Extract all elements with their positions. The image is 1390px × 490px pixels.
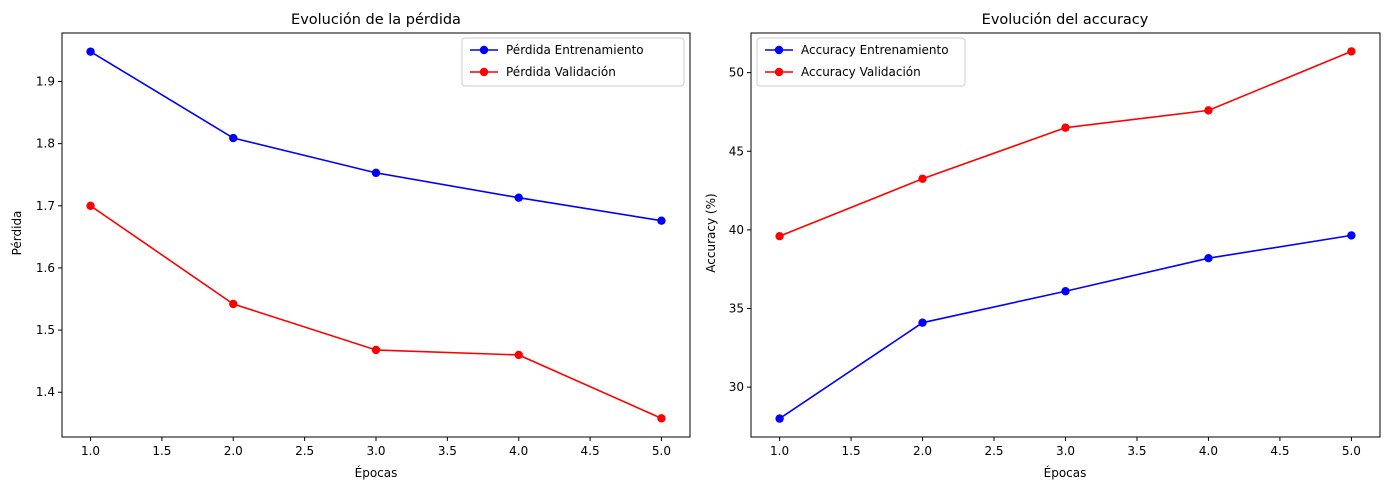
x-tick-label: 1.0: [81, 444, 100, 458]
y-tick-label: 1.4: [36, 385, 55, 399]
legend-box: [461, 37, 685, 87]
legend-marker: [774, 67, 784, 77]
data-point: [1204, 106, 1213, 115]
data-point: [1061, 123, 1070, 132]
chart-title: Evolución de la pérdida: [291, 12, 461, 28]
x-tick-label: 4.5: [581, 444, 600, 458]
data-point: [86, 201, 95, 210]
x-tick-label: 3.0: [366, 444, 385, 458]
y-tick-label: 50: [729, 66, 744, 80]
tick-layer: 1.0 1.5 2.0 2.5 3.0 3.5 4.0 4.5 5.0 1.4 1.5 1.6 1.7 1…: [36, 74, 671, 458]
x-tick-label: 1.5: [842, 444, 861, 458]
legend-marker: [479, 45, 489, 55]
x-tick-label: 5.0: [652, 444, 671, 458]
y-tick-label: 1.9: [36, 74, 55, 88]
y-tick-label: 1.7: [36, 199, 55, 213]
tick-layer: 1.0 1.5 2.0 2.5 3.0 3.5 4.0 4.5 5.0 30 35 40 45 50: [729, 66, 1361, 458]
chart-title: Evolución del accuracy: [982, 12, 1149, 28]
data-point: [918, 174, 927, 183]
data-point: [371, 168, 381, 178]
y-tick-label: 30: [729, 380, 744, 394]
data-point: [775, 231, 784, 241]
legend: Pérdida Entrenamiento Pérdida Validación: [461, 37, 685, 87]
data-point: [514, 350, 523, 360]
accuracy-chart: Evolución del accuracy Épocas Accuracy (…: [704, 12, 1381, 480]
y-axis-label: Accuracy (%): [704, 193, 718, 272]
y-tick-label: 40: [729, 223, 744, 237]
y-tick-label: 1.6: [36, 261, 55, 275]
data-point: [1061, 287, 1070, 296]
legend-marker: [774, 45, 784, 55]
x-tick-label: 3.5: [1127, 444, 1146, 458]
data-point: [514, 193, 523, 202]
y-tick-label: 35: [729, 302, 744, 316]
y-tick-label: 45: [729, 144, 744, 158]
legend-box: [756, 37, 966, 87]
x-tick-label: 1.5: [152, 444, 171, 458]
x-tick-label: 2.0: [224, 444, 243, 458]
data-point: [657, 216, 666, 225]
data-point: [229, 133, 238, 143]
data-point: [1347, 47, 1356, 56]
x-tick-label: 5.0: [1342, 444, 1361, 458]
x-tick-label: 2.5: [984, 444, 1003, 458]
x-tick-label: 3.0: [1056, 444, 1075, 458]
y-tick-label: 1.8: [36, 137, 55, 151]
legend-label: Accuracy Validación: [801, 65, 921, 79]
data-point: [1347, 231, 1356, 240]
legend-marker: [479, 67, 489, 77]
x-tick-label: 3.5: [438, 444, 457, 458]
data-point: [86, 47, 95, 56]
data-point: [229, 299, 238, 309]
data-point: [371, 345, 381, 355]
series-layer: [775, 47, 1356, 423]
plot-frame: [61, 32, 691, 438]
y-axis-label: Pérdida: [10, 211, 24, 256]
x-tick-label: 2.5: [295, 444, 314, 458]
legend: Accuracy Entrenamiento Accuracy Validació…: [756, 37, 966, 87]
legend-label: Pérdida Validación: [506, 65, 616, 79]
legend-label: Pérdida Entrenamiento: [506, 43, 644, 57]
x-tick-label: 1.0: [770, 444, 789, 458]
y-tick-label: 1.5: [36, 323, 55, 337]
x-tick-label: 4.5: [1270, 444, 1289, 458]
loss-chart: Evolución de la pérdida Épocas Pérdida 1…: [10, 12, 691, 480]
x-tick-label: 4.0: [1199, 444, 1218, 458]
x-axis-label: Épocas: [1044, 465, 1087, 480]
x-tick-label: 2.0: [913, 444, 932, 458]
data-point: [657, 414, 666, 423]
data-point: [775, 414, 784, 423]
legend-label: Accuracy Entrenamiento: [801, 43, 949, 57]
x-axis-label: Épocas: [355, 465, 398, 480]
data-point: [918, 318, 927, 327]
data-point: [1204, 253, 1213, 263]
series-layer: [86, 47, 666, 423]
plot-frame: [750, 32, 1381, 438]
x-tick-label: 4.0: [509, 444, 528, 458]
